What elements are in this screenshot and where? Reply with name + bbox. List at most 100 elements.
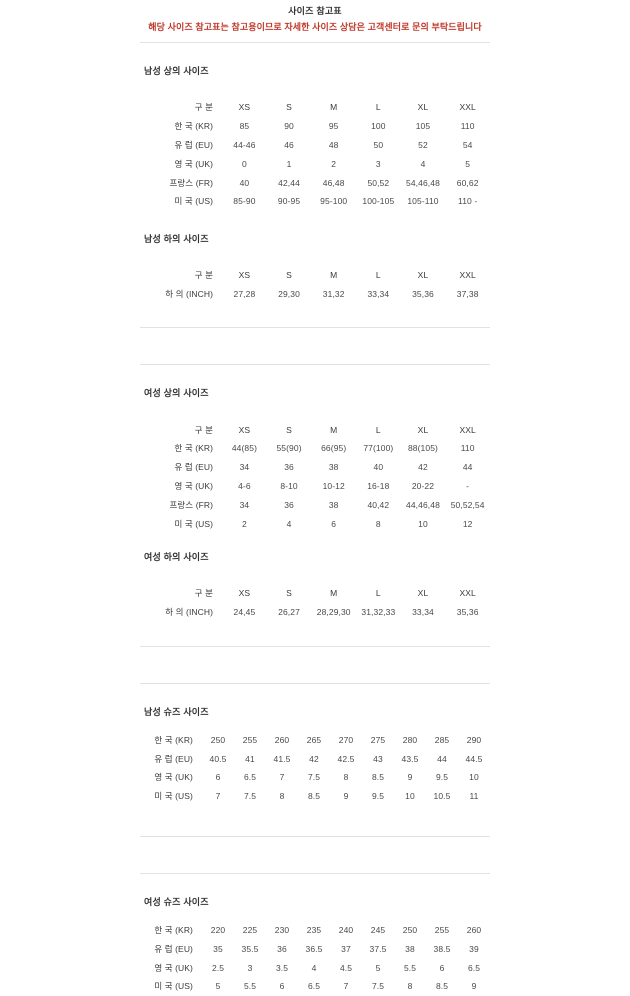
size-cell: 43.5	[401, 753, 419, 764]
spacer	[140, 77, 490, 98]
size-cell: 3	[247, 962, 253, 973]
size-cell: 41	[245, 753, 255, 764]
size-cell: 7	[279, 772, 285, 783]
size-cell: 90	[284, 121, 294, 132]
column-header: XS	[238, 588, 251, 599]
size-cell: 4-6	[238, 480, 251, 491]
size-cell: 2	[242, 518, 247, 529]
size-cell: 230	[274, 925, 290, 936]
size-cell: 66(95)	[321, 443, 347, 454]
size-cell: 240	[338, 925, 354, 936]
size-cell: 6	[331, 518, 337, 529]
size-cell: 36	[277, 943, 287, 954]
size-cell: 250	[402, 925, 418, 936]
row-label: 유 럽 (EU)	[154, 753, 193, 764]
section-women-bottom: 여성 하의 사이즈 구 분 XS S M L XL XXL 하 의 (INCH) 24,45 26,…	[140, 550, 490, 622]
size-cell: 5	[215, 981, 221, 992]
size-cell: 260	[466, 925, 482, 936]
size-cell: 36.5	[305, 943, 323, 954]
size-cell: 44	[437, 753, 447, 764]
size-cell: 40	[239, 177, 250, 188]
table-row: 한 국 (KR) 220 225 230 235 240 245 250 255 260	[140, 921, 490, 940]
size-cell: 34	[239, 462, 250, 473]
table-row: 유 럽 (EU) 35 35.5 36 36.5 37 37.5 38 38.5 39	[140, 939, 490, 958]
column-header: L	[375, 424, 381, 435]
size-cell: 38.5	[433, 943, 451, 954]
row-label: 한 국 (KR)	[174, 121, 214, 132]
spacer	[140, 563, 490, 584]
size-cell: 10.5	[433, 791, 451, 802]
row-label: 하 의 (INCH)	[165, 607, 214, 618]
size-cell: 4	[420, 158, 426, 169]
column-header: S	[286, 588, 292, 599]
size-cell: 10	[418, 518, 428, 529]
column-header: XL	[417, 102, 429, 113]
size-cell: 8	[375, 518, 381, 529]
size-cell: 55(90)	[276, 443, 302, 454]
row-label: 유 럽 (EU)	[174, 462, 214, 473]
size-cell: 33,34	[367, 288, 390, 299]
size-cell: 35	[213, 943, 223, 954]
column-header: M	[330, 270, 338, 281]
size-cell: 95	[328, 121, 339, 132]
table-header-row: 구 분 XS S M L XL XXL	[140, 266, 490, 285]
table-row: 영 국 (UK) 2.5 3 3.5 4 4.5 5 5.5 6 6.5	[140, 958, 490, 977]
row-label: 프랑스 (FR)	[169, 499, 214, 510]
spacer	[0, 211, 630, 232]
size-cell: 10	[469, 772, 479, 783]
size-cell: 275	[370, 734, 386, 745]
column-header: L	[375, 102, 381, 113]
column-header-label: 구 분	[194, 102, 214, 113]
size-cell: 33,34	[412, 607, 434, 618]
row-label: 하 의 (INCH)	[165, 288, 214, 299]
column-header: S	[286, 424, 292, 435]
size-cell: 27,28	[233, 288, 256, 299]
divider	[140, 327, 490, 329]
size-cell: 35,36	[412, 288, 434, 299]
size-cell: 110	[460, 121, 475, 132]
size-cell: 42	[418, 462, 428, 473]
size-cell: 88(105)	[407, 443, 438, 454]
size-cell: 110 -	[458, 196, 478, 207]
size-cell: 6.5	[467, 962, 481, 973]
size-cell: 44.5	[465, 753, 483, 764]
table-row: 유 럽 (EU) 40.5 41 41.5 42 42.5 43 43.5 44 44.5	[140, 749, 490, 768]
table-row: 미 국 (US) 2 4 6 8 10 12	[140, 514, 490, 533]
section-title: 여성 상의 사이즈	[144, 388, 209, 399]
size-cell: 29,30	[278, 288, 300, 299]
column-header: S	[286, 270, 292, 281]
size-cell: 4	[286, 518, 292, 529]
size-cell: 4	[311, 962, 317, 973]
size-cell: 44-46	[233, 139, 256, 150]
size-cell: 9	[471, 981, 477, 992]
column-header: XS	[238, 270, 251, 281]
size-cell: 90-95	[277, 196, 301, 207]
size-cell: 43	[373, 753, 383, 764]
size-table-women-shoes: 한 국 (KR) 220 225 230 235 240 245 250 255 260 유 럽 (…	[140, 921, 490, 996]
size-cell: 110	[460, 443, 475, 454]
row-label: 유 럽 (EU)	[174, 139, 214, 150]
spacer	[0, 684, 630, 705]
spacer	[0, 365, 630, 386]
table-row: 유 럽 (EU) 34 36 38 40 42 44	[140, 458, 490, 477]
page-subtitle-notice: 해당 사이즈 참고표는 참고용이므로 자세한 사이즈 상담은 고객센터로 문의 …	[148, 22, 482, 32]
size-cell: 77(100)	[363, 443, 394, 454]
size-cell: 35,36	[456, 607, 479, 618]
table-header-row: 구 분 XS S M L XL XXL	[140, 584, 490, 603]
size-cell: 7.5	[307, 772, 321, 783]
size-table-men-shoes: 한 국 (KR) 250 255 260 265 270 275 280 285 290 유 럽 (…	[140, 731, 490, 806]
table-row: 하 의 (INCH) 24,45 26,27 28,29,30 31,32,33 33,3…	[140, 603, 490, 622]
size-cell: 8.5	[307, 791, 321, 802]
row-label: 유 럽 (EU)	[154, 943, 193, 954]
spacer	[140, 399, 490, 420]
size-cell: 6.5	[243, 772, 257, 783]
size-cell: 42	[309, 753, 319, 764]
size-cell: 24,45	[233, 607, 256, 618]
size-cell: 285	[434, 734, 450, 745]
size-cell: 6	[215, 772, 221, 783]
size-cell: 85-90	[233, 196, 256, 207]
size-cell: 8	[407, 981, 413, 992]
size-cell: 225	[242, 925, 258, 936]
size-cell: 1	[286, 158, 292, 169]
